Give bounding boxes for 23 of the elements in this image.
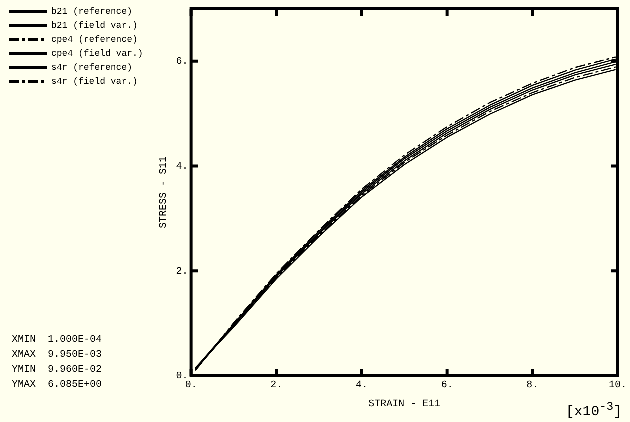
x-tick-label: 8. [526,380,539,392]
legend-label: b21 (reference) [52,6,133,17]
legend-label: s4r (reference) [52,62,133,73]
x-tick-label: 6. [441,380,454,392]
y-tick-label: 4. [176,162,188,173]
legend-label: s4r (field var.) [52,76,138,87]
legend-label: b21 (field var.) [52,20,138,31]
text: YMIN 9.960E-02 [12,365,102,376]
y-axis-title: STRESS - S11 [158,156,170,229]
text: XMAX 9.950E-03 [12,350,102,361]
legend-label: cpe4 (reference) [52,34,138,45]
text: XMIN 1.000E-04 [12,335,102,346]
legend-label: cpe4 (field var.) [52,48,144,59]
text: YMAX 6.085E+00 [12,380,102,391]
x-axis-title: STRAIN - E11 [368,400,441,411]
x-tick-label: 10. [608,380,628,392]
text: [x10$^{-3}$] [566,400,622,421]
x-tick-label: 2. [270,380,283,392]
y-tick-label: 6. [176,57,188,68]
x-tick-label: 0. [185,380,198,392]
x-tick-label: 4. [356,380,368,392]
y-tick-label: 2. [176,266,188,278]
y-tick-label: 0. [176,372,188,383]
